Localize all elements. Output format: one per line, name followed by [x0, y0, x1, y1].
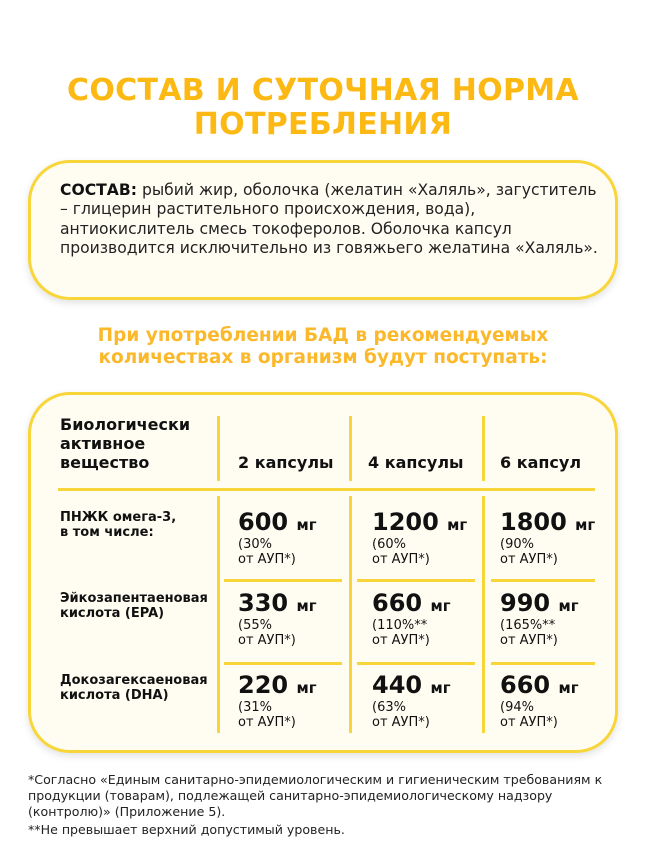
table-cell: 330 мг (55% от АУП*)	[238, 590, 317, 648]
percent-reference: от АУП*)	[372, 714, 430, 730]
header-4-capsules: 4 капсулы	[368, 453, 464, 472]
percent-value: (63%	[372, 700, 406, 715]
row-divider	[491, 662, 595, 665]
percent-value: (94%	[500, 700, 534, 715]
percent-reference: от АУП*)	[372, 632, 430, 648]
percent-value: (55%	[238, 618, 272, 633]
table-cell: 990 мг (165%** от АУП*)	[500, 590, 579, 648]
row-divider	[357, 662, 475, 665]
footnote-reference: *Согласно «Единым санитарно-эпидемиологи…	[28, 772, 603, 819]
amount-value: 660 мг	[500, 671, 579, 699]
footnote-upper-limit: **Не превышает верхний допустимый уровен…	[28, 822, 345, 837]
header-6-capsules: 6 капсул	[500, 453, 582, 472]
percent-value: (165%**	[500, 618, 556, 633]
percent-reference: от АУП*)	[500, 551, 558, 567]
table-cell: 660 мг (94% от АУП*)	[500, 672, 579, 730]
table-cell: 1200 мг (60% от АУП*)	[372, 509, 467, 567]
percent-reference: от АУП*)	[500, 714, 558, 730]
amount-value: 660 мг	[372, 589, 451, 617]
table-cell: 1800 мг (90% от АУП*)	[500, 509, 595, 567]
table-row-name: Докозагексаеновая кислота (DHA)	[60, 673, 208, 703]
percent-reference: от АУП*)	[238, 551, 296, 567]
percent-value: (60%	[372, 537, 406, 552]
table-cell: 600 мг (30% от АУП*)	[238, 509, 317, 567]
composition-label: СОСТАВ:	[60, 181, 137, 199]
amount-value: 1200 мг	[372, 508, 468, 536]
column-divider	[349, 496, 352, 733]
percent-value: (90%	[500, 537, 534, 552]
amount-value: 440 мг	[372, 671, 451, 699]
amount-value: 600 мг	[238, 508, 317, 536]
composition-box	[28, 160, 618, 300]
row-divider	[357, 579, 475, 582]
intake-subtitle: При употреблении БАД в рекомендуемых кол…	[97, 325, 549, 368]
percent-value: (31%	[238, 700, 272, 715]
header-substance: Биологически активное вещество	[60, 415, 191, 472]
amount-value: 1800 мг	[500, 508, 596, 536]
column-divider	[349, 416, 352, 481]
row-divider	[224, 662, 342, 665]
header-divider	[58, 488, 595, 491]
column-divider	[217, 416, 220, 481]
percent-value: (30%	[238, 537, 272, 552]
amount-value: 990 мг	[500, 589, 579, 617]
percent-reference: от АУП*)	[500, 632, 558, 648]
amount-value: 330 мг	[238, 589, 317, 617]
percent-value: (110%**	[372, 618, 428, 633]
composition-text: СОСТАВ: рыбий жир, оболочка (желатин «Ха…	[60, 181, 598, 258]
row-divider	[224, 579, 342, 582]
table-cell: 660 мг (110%** от АУП*)	[372, 590, 451, 648]
column-divider	[217, 496, 220, 733]
percent-reference: от АУП*)	[238, 632, 296, 648]
amount-value: 220 мг	[238, 671, 317, 699]
column-divider	[482, 496, 485, 733]
table-cell: 440 мг (63% от АУП*)	[372, 672, 451, 730]
row-divider	[491, 579, 595, 582]
header-2-capsules: 2 капсулы	[238, 453, 334, 472]
table-row-name: Эйкозапентаеновая кислота (EPA)	[60, 591, 208, 621]
column-divider	[482, 416, 485, 481]
percent-reference: от АУП*)	[372, 551, 430, 567]
table-row-name: ПНЖК омега-3, в том числе:	[60, 510, 177, 540]
page-title: СОСТАВ И СУТОЧНАЯ НОРМА ПОТРЕБЛЕНИЯ	[67, 73, 579, 142]
table-cell: 220 мг (31% от АУП*)	[238, 672, 317, 730]
nutrient-table	[28, 392, 618, 753]
percent-reference: от АУП*)	[238, 714, 296, 730]
